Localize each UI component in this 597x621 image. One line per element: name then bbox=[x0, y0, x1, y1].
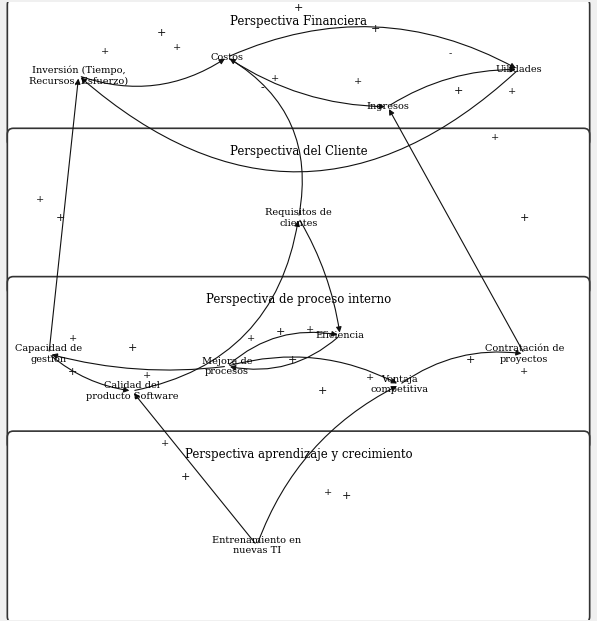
Text: +: + bbox=[276, 327, 285, 337]
Text: +: + bbox=[143, 371, 151, 380]
Text: +: + bbox=[508, 87, 516, 96]
Text: +: + bbox=[519, 213, 529, 223]
Text: Ventaja
competitiva: Ventaja competitiva bbox=[371, 375, 429, 394]
Text: +: + bbox=[306, 325, 315, 333]
FancyBboxPatch shape bbox=[7, 0, 590, 147]
Text: +: + bbox=[161, 439, 169, 448]
FancyBboxPatch shape bbox=[7, 431, 590, 621]
Text: Entrenamiento en
nuevas TI: Entrenamiento en nuevas TI bbox=[213, 536, 301, 555]
Text: +: + bbox=[324, 489, 333, 497]
Text: Contratación de
proyectos: Contratación de proyectos bbox=[485, 344, 564, 363]
Text: +: + bbox=[520, 366, 528, 376]
Text: Calidad del
producto Software: Calidad del producto Software bbox=[86, 381, 179, 401]
Text: Uilidades: Uilidades bbox=[495, 65, 541, 74]
Text: +: + bbox=[454, 86, 464, 96]
Text: +: + bbox=[68, 368, 78, 378]
Text: +: + bbox=[181, 473, 190, 483]
Text: +: + bbox=[69, 334, 77, 343]
Text: +: + bbox=[288, 355, 297, 365]
Text: Eficiencia: Eficiencia bbox=[316, 331, 365, 340]
Text: Ingresos: Ingresos bbox=[366, 102, 409, 111]
Text: +: + bbox=[341, 491, 350, 501]
Text: Mejora de
procesos: Mejora de procesos bbox=[202, 356, 253, 376]
Text: +: + bbox=[270, 75, 279, 83]
Text: Perspectiva de proceso interno: Perspectiva de proceso interno bbox=[206, 293, 391, 306]
Text: Perspectiva aprendizaje y crecimiento: Perspectiva aprendizaje y crecimiento bbox=[184, 448, 413, 461]
Text: +: + bbox=[371, 24, 380, 34]
Text: -: - bbox=[448, 50, 452, 58]
Text: +: + bbox=[366, 373, 374, 382]
Text: Requisitos de
clientes: Requisitos de clientes bbox=[265, 208, 332, 228]
Text: Inversión (Tiempo,
Recursos, Esfuerzo): Inversión (Tiempo, Recursos, Esfuerzo) bbox=[29, 66, 128, 86]
Text: +: + bbox=[354, 78, 362, 86]
Text: Costos: Costos bbox=[211, 53, 244, 61]
Text: +: + bbox=[247, 334, 255, 343]
Text: Perspectiva del Cliente: Perspectiva del Cliente bbox=[230, 145, 367, 158]
Text: Perspectiva Financiera: Perspectiva Financiera bbox=[230, 15, 367, 28]
Text: +: + bbox=[157, 27, 167, 37]
FancyBboxPatch shape bbox=[7, 129, 590, 295]
Text: +: + bbox=[294, 2, 303, 13]
Text: +: + bbox=[127, 343, 137, 353]
Text: Capacidad de
gestión: Capacidad de gestión bbox=[16, 344, 82, 364]
Text: +: + bbox=[56, 213, 66, 223]
Text: +: + bbox=[173, 43, 181, 52]
Text: +: + bbox=[466, 355, 476, 365]
Text: +: + bbox=[318, 386, 327, 396]
Text: -: - bbox=[261, 83, 264, 93]
Text: +: + bbox=[491, 133, 498, 142]
Text: +: + bbox=[36, 195, 44, 204]
FancyBboxPatch shape bbox=[7, 276, 590, 450]
Text: +: + bbox=[101, 47, 109, 55]
